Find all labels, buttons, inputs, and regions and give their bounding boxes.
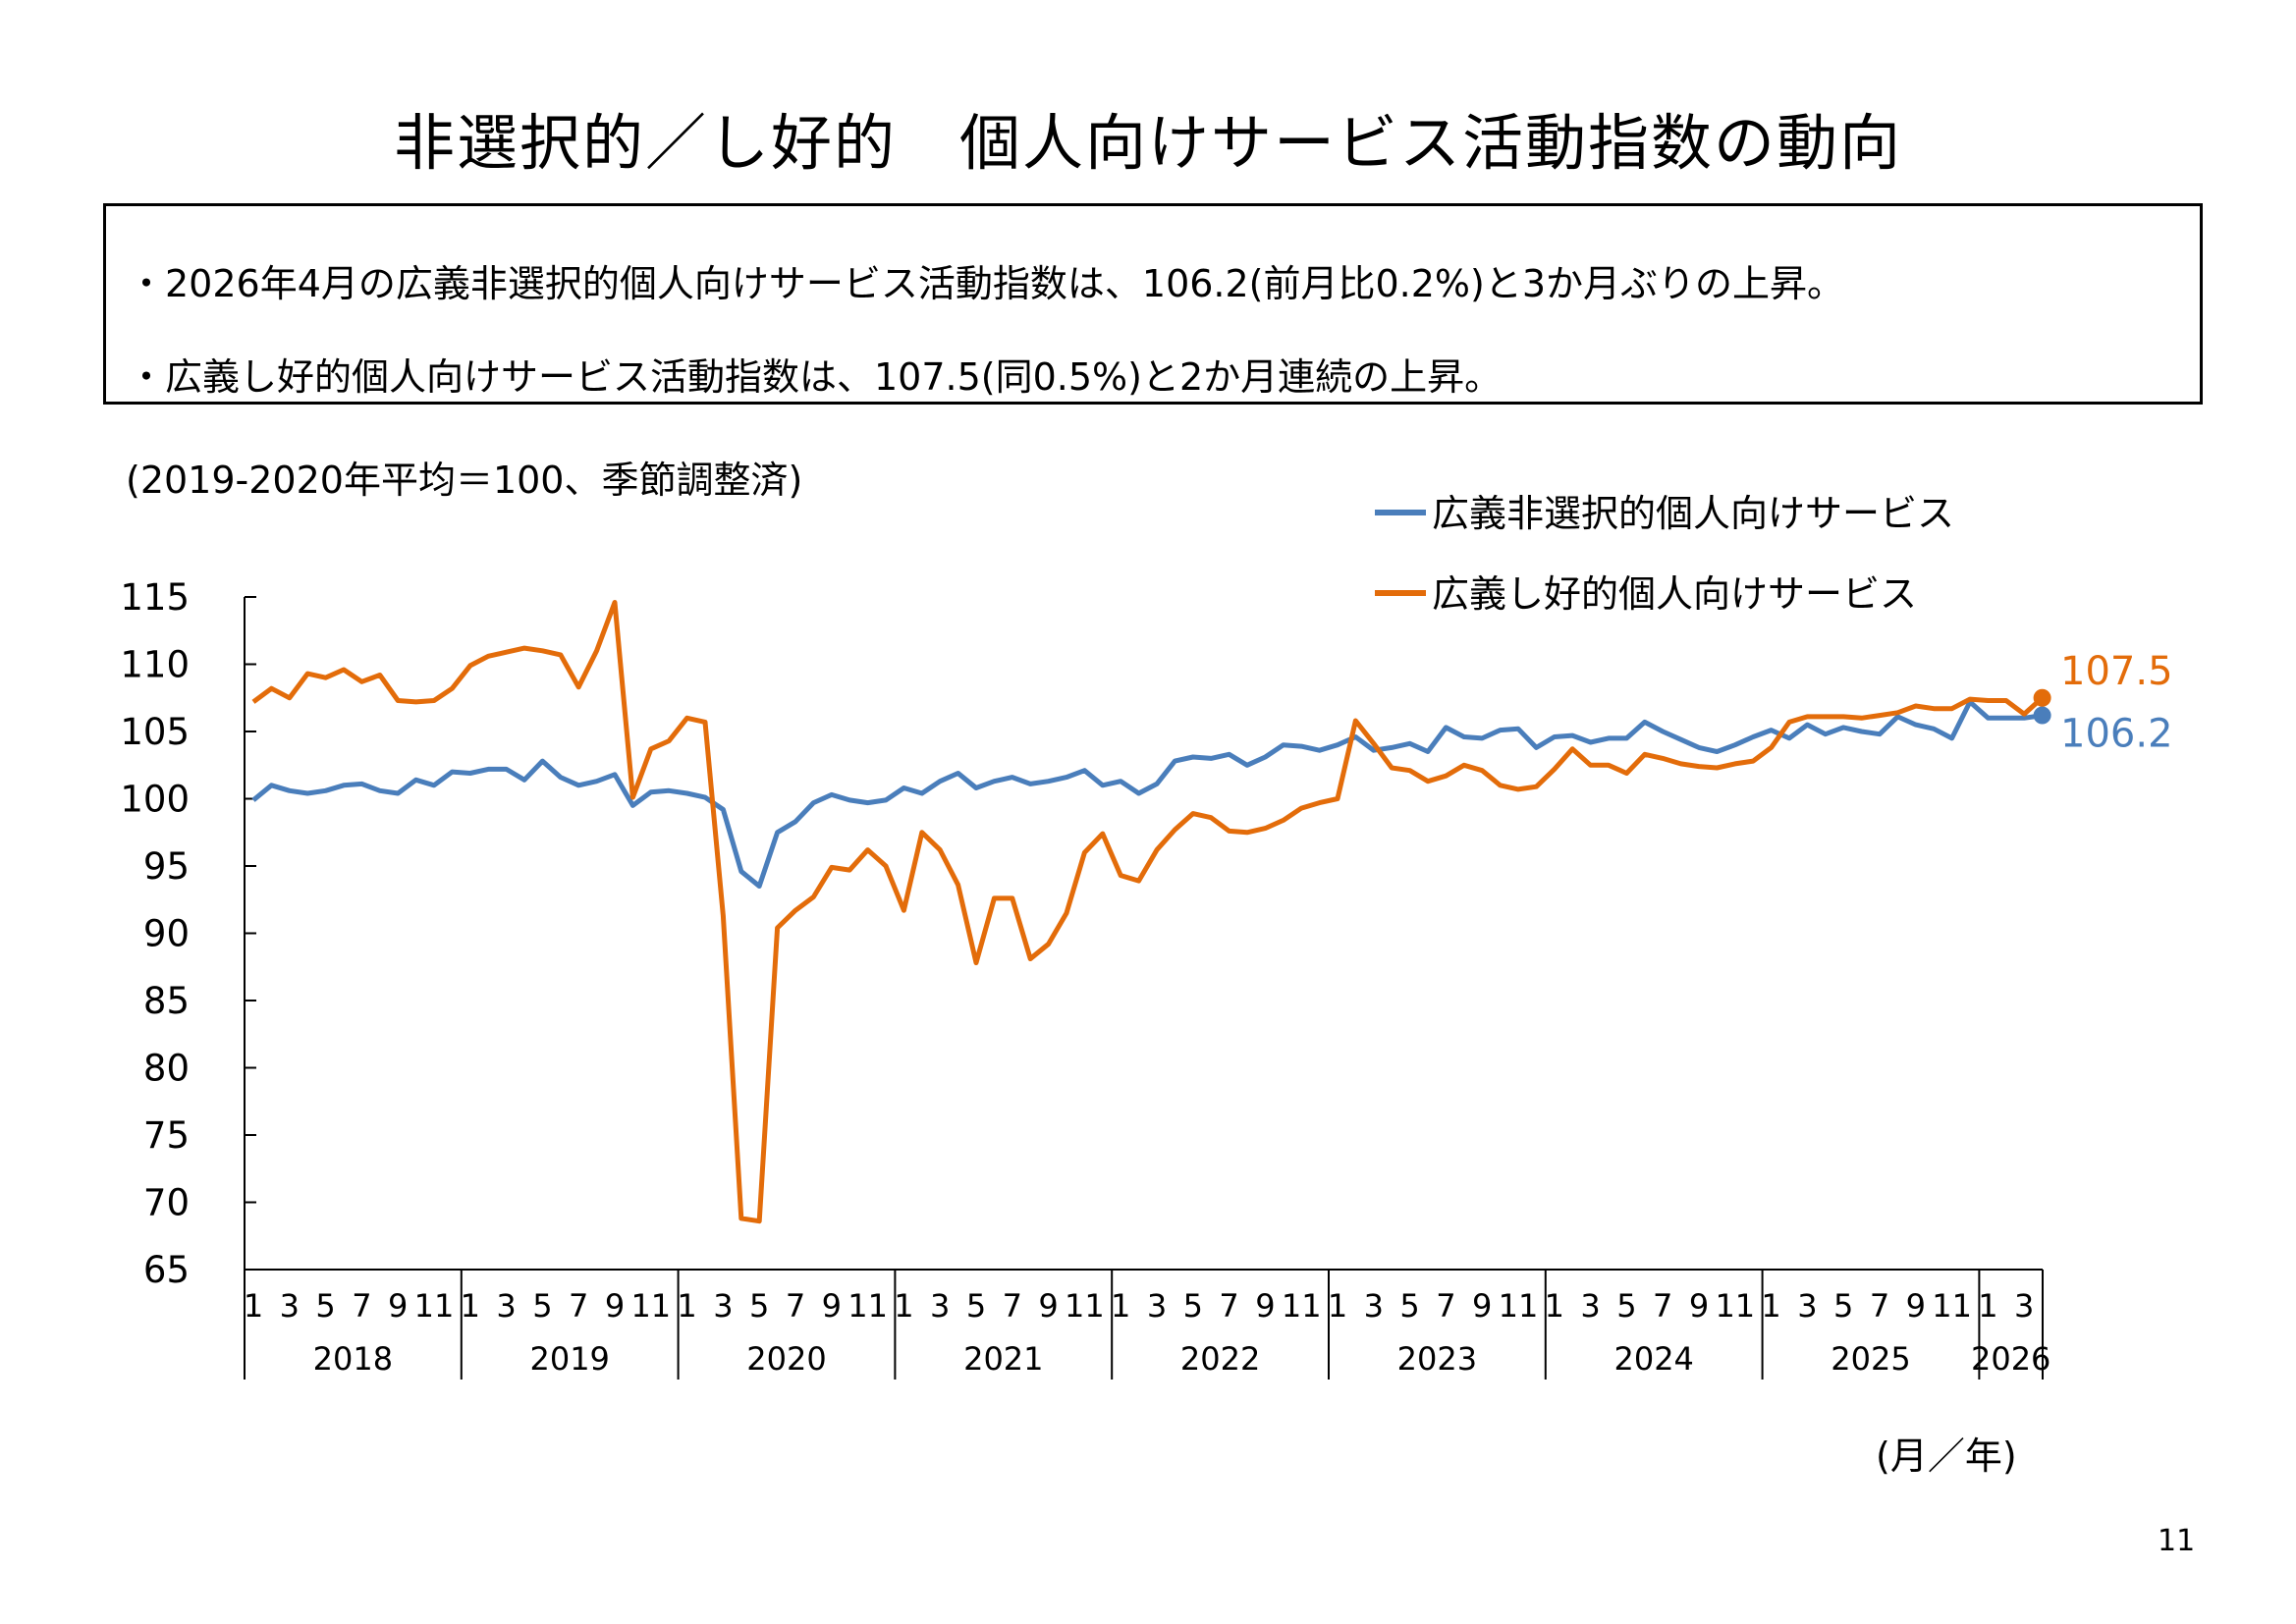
y-tick-label: 80 xyxy=(143,1048,190,1090)
x-month-label: 9 xyxy=(1689,1287,1709,1325)
x-month-label: 9 xyxy=(1038,1287,1058,1325)
x-month-label: 9 xyxy=(1472,1287,1492,1325)
x-month-label: 11 xyxy=(1065,1287,1105,1325)
x-month-label: 9 xyxy=(1906,1287,1926,1325)
x-month-label: 1 xyxy=(1761,1287,1780,1325)
y-tick-label: 95 xyxy=(143,845,190,888)
x-month-label: 7 xyxy=(569,1287,588,1325)
x-axis-unit-label: (月／年) xyxy=(1876,1435,2017,1478)
x-month-label: 1 xyxy=(1328,1287,1347,1325)
unit-note: (2019-2020年平均＝100、季節調整済) xyxy=(126,459,803,502)
x-month-label: 1 xyxy=(244,1287,263,1325)
y-tick-label: 65 xyxy=(143,1249,190,1291)
summary-line-1: ・2026年4月の広義非選択的個人向けサービス活動指数は、106.2(前月比0.… xyxy=(128,262,1845,305)
x-year-label: 2026 xyxy=(1971,1340,2050,1378)
y-tick-label: 85 xyxy=(143,980,190,1022)
x-month-label: 11 xyxy=(1282,1287,1322,1325)
y-tick-label: 100 xyxy=(120,779,190,821)
page-title: 非選択的／し好的 個人向けサービス活動指数の動向 xyxy=(393,107,1902,179)
x-month-label: 1 xyxy=(1978,1287,1997,1325)
y-tick-label: 70 xyxy=(143,1182,190,1224)
x-month-label: 9 xyxy=(822,1287,842,1325)
x-month-label: 7 xyxy=(1870,1287,1889,1325)
x-year-label: 2021 xyxy=(963,1340,1043,1378)
x-year-label: 2025 xyxy=(1831,1340,1910,1378)
x-year-label: 2022 xyxy=(1180,1340,1260,1378)
x-month-label: 5 xyxy=(749,1287,769,1325)
y-tick-label: 110 xyxy=(120,644,190,686)
x-month-label: 1 xyxy=(894,1287,913,1325)
x-month-label: 11 xyxy=(1715,1287,1755,1325)
x-month-label: 7 xyxy=(786,1287,805,1325)
x-month-label: 3 xyxy=(2014,1287,2034,1325)
x-month-label: 5 xyxy=(1399,1287,1419,1325)
x-month-label: 7 xyxy=(352,1287,371,1325)
x-month-label: 11 xyxy=(630,1287,671,1325)
page-number: 11 xyxy=(2158,1524,2196,1558)
x-month-label: 1 xyxy=(677,1287,696,1325)
x-month-label: 11 xyxy=(1499,1287,1539,1325)
y-tick-label: 75 xyxy=(143,1114,190,1157)
legend-label-2: 広義し好的個人向けサービス xyxy=(1432,572,1917,616)
x-month-label: 7 xyxy=(1436,1287,1455,1325)
x-year-label: 2023 xyxy=(1397,1340,1477,1378)
legend-label-1: 広義非選択的個人向けサービス xyxy=(1432,492,1954,535)
x-year-label: 2020 xyxy=(746,1340,826,1378)
x-month-label: 3 xyxy=(280,1287,300,1325)
x-month-label: 9 xyxy=(1255,1287,1275,1325)
x-year-label: 2018 xyxy=(313,1340,393,1378)
x-year-label: 2024 xyxy=(1613,1340,1693,1378)
x-month-label: 3 xyxy=(1797,1287,1817,1325)
x-month-label: 7 xyxy=(1653,1287,1672,1325)
x-month-label: 3 xyxy=(1147,1287,1167,1325)
x-year-label: 2019 xyxy=(529,1340,609,1378)
series-end-label-2: 107.5 xyxy=(2060,649,2173,694)
series-line-2 xyxy=(251,600,2045,1224)
x-month-label: 3 xyxy=(713,1287,733,1325)
y-tick-label: 105 xyxy=(120,711,190,753)
x-month-label: 11 xyxy=(1932,1287,1972,1325)
x-month-label: 1 xyxy=(1545,1287,1564,1325)
x-month-label: 3 xyxy=(1364,1287,1384,1325)
chart-series: 106.2 107.5 xyxy=(251,600,2173,1224)
x-month-label: 3 xyxy=(1580,1287,1600,1325)
x-month-label: 9 xyxy=(605,1287,625,1325)
x-month-label: 7 xyxy=(1219,1287,1238,1325)
x-month-label: 1 xyxy=(1111,1287,1130,1325)
x-month-label: 3 xyxy=(930,1287,950,1325)
x-month-label: 5 xyxy=(966,1287,986,1325)
x-month-label: 5 xyxy=(1833,1287,1853,1325)
series-end-marker-2 xyxy=(2033,688,2051,707)
summary-box: ・2026年4月の広義非選択的個人向けサービス活動指数は、106.2(前月比0.… xyxy=(103,203,2203,405)
x-month-label: 5 xyxy=(315,1287,335,1325)
y-tick-label: 90 xyxy=(143,913,190,955)
x-month-label: 1 xyxy=(461,1287,480,1325)
x-month-label: 5 xyxy=(1183,1287,1203,1325)
x-month-label: 11 xyxy=(847,1287,888,1325)
x-month-label: 3 xyxy=(496,1287,516,1325)
x-month-label: 5 xyxy=(1616,1287,1636,1325)
series-line-1 xyxy=(251,699,2043,889)
series-end-label-1: 106.2 xyxy=(2060,712,2173,757)
x-month-label: 11 xyxy=(414,1287,455,1325)
series-end-marker-1 xyxy=(2033,706,2051,725)
x-month-label: 7 xyxy=(1003,1287,1022,1325)
x-month-label: 5 xyxy=(532,1287,552,1325)
x-month-label: 9 xyxy=(388,1287,408,1325)
summary-line-2: ・広義し好的個人向けサービス活動指数は、107.5(同0.5%)と2か月連続の上… xyxy=(128,355,1503,399)
y-tick-label: 115 xyxy=(120,576,190,619)
